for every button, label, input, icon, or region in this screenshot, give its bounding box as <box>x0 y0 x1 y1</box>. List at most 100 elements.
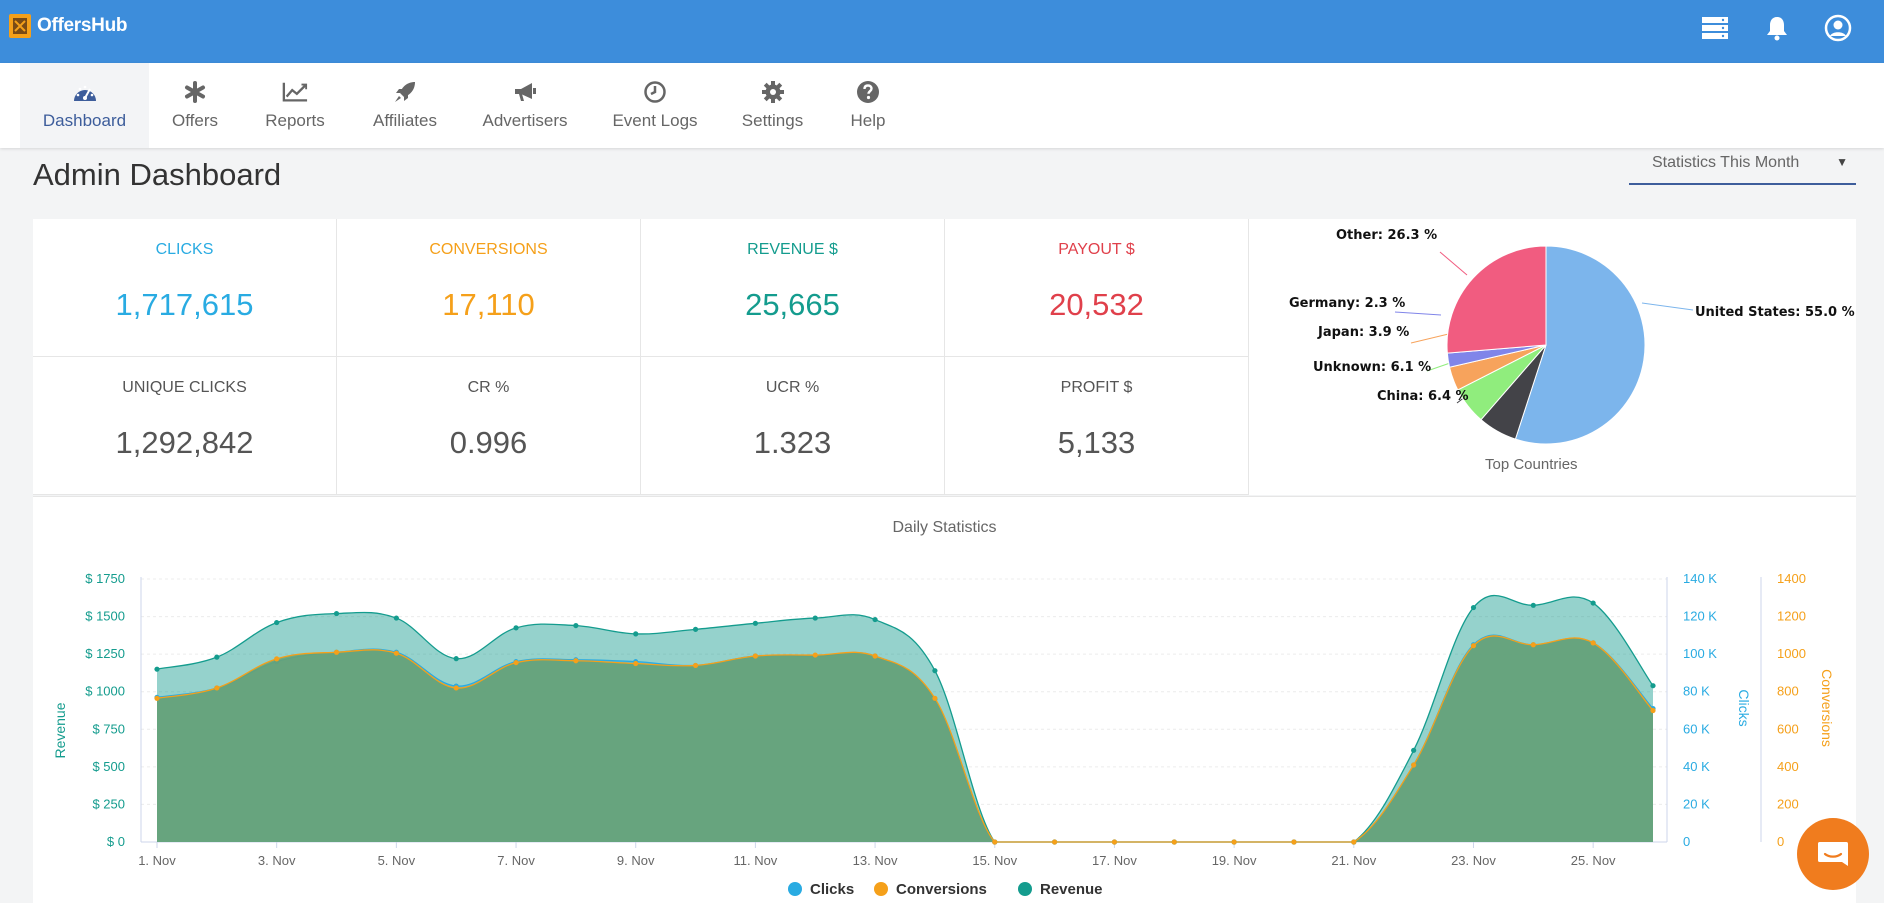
nav-dashboard[interactable]: Dashboard <box>20 63 149 148</box>
nav-event-logs[interactable]: Event Logs <box>605 63 705 148</box>
revenue-point[interactable] <box>333 610 340 617</box>
pie-slice-label: Germany: 2.3 % <box>1289 296 1406 311</box>
revenue-line <box>156 595 1654 843</box>
conversions-point[interactable] <box>1470 643 1477 649</box>
revenue-point[interactable] <box>274 619 280 626</box>
stat-value: 1.323 <box>753 425 832 460</box>
legend-item-conversions[interactable]: Conversions <box>874 881 987 898</box>
conversions-point[interactable] <box>573 658 579 664</box>
conversions-point[interactable] <box>453 685 459 691</box>
legend-item-clicks[interactable]: Clicks <box>788 881 854 898</box>
nav-advertisers[interactable]: Advertisers <box>470 63 580 148</box>
stat-card-cr: CR % 0.996 <box>337 357 641 495</box>
pie-connector <box>1439 251 1468 276</box>
stat-value: 1,292,842 <box>115 425 254 460</box>
nav-help[interactable]: Help <box>830 63 906 148</box>
legend-item-revenue[interactable]: Revenue <box>1018 881 1103 898</box>
conversions-point[interactable] <box>1650 707 1656 714</box>
conversions-point[interactable] <box>633 660 639 667</box>
conversions-point[interactable] <box>154 695 160 701</box>
conversions-tick-label: 1000 <box>1777 646 1806 661</box>
clicks-tick-label: 80 K <box>1683 684 1710 699</box>
revenue-point[interactable] <box>1411 747 1417 753</box>
conversions-point[interactable] <box>1171 839 1177 845</box>
conversions-point[interactable] <box>812 652 818 658</box>
revenue-point[interactable] <box>633 631 639 637</box>
revenue-point[interactable] <box>573 622 579 629</box>
conversions-point[interactable] <box>1530 642 1536 648</box>
revenue-tick-label: $ 1250 <box>85 646 125 661</box>
conversions-point[interactable] <box>274 656 280 662</box>
nav-affiliates[interactable]: Affiliates <box>355 63 455 148</box>
revenue-point[interactable] <box>872 616 878 623</box>
nav-label: Help <box>850 111 886 130</box>
daily-statistics-card: Daily Statistics $ 0 0 0 $ 250 20 K 200 $ 500 4… <box>33 496 1856 903</box>
revenue-point[interactable] <box>1530 602 1536 608</box>
revenue-point[interactable] <box>1470 604 1477 611</box>
pie-slice[interactable] <box>1514 245 1646 445</box>
bell-icon[interactable] <box>1762 13 1792 43</box>
stat-value: 1,717,615 <box>115 287 254 322</box>
nav-offers[interactable]: Offers <box>155 63 235 148</box>
conversions-point[interactable] <box>1411 762 1417 768</box>
revenue-tick-label: $ 1500 <box>85 609 125 624</box>
pie-title: Top Countries <box>1485 456 1578 473</box>
period-select[interactable]: Statistics This Month ▼ <box>1629 150 1856 185</box>
conversions-tick-label: 600 <box>1777 721 1799 736</box>
stat-card-clicks: CLICKS 1,717,615 <box>33 219 337 357</box>
conversions-point[interactable] <box>1590 640 1596 646</box>
conversions-point[interactable] <box>393 650 399 656</box>
brand[interactable]: OffersHub <box>8 13 128 39</box>
conversions-point[interactable] <box>1291 839 1297 845</box>
stat-label: CLICKS <box>155 241 214 258</box>
conversions-point[interactable] <box>1052 839 1058 845</box>
conversions-point[interactable] <box>513 659 519 666</box>
legend-marker <box>874 882 888 896</box>
conversions-point[interactable] <box>752 653 759 659</box>
x-tick-label: 7. Nov <box>497 853 535 868</box>
gear-icon <box>760 79 786 105</box>
server-icon[interactable] <box>1700 13 1730 43</box>
conversions-point[interactable] <box>1111 839 1118 845</box>
nav-label: Affiliates <box>373 111 437 130</box>
pie-slice[interactable] <box>1446 245 1547 354</box>
conversions-point[interactable] <box>1351 839 1357 845</box>
top-countries-chart: United States: 55.0 % China: 6.4 % Unknown… <box>1249 219 1856 495</box>
revenue-point[interactable] <box>513 625 519 631</box>
legend-label: Clicks <box>810 881 854 898</box>
revenue-tick-label: $ 250 <box>92 796 125 811</box>
x-tick-label: 5. Nov <box>378 853 416 868</box>
revenue-point[interactable] <box>812 615 818 621</box>
revenue-tick-label: $ 750 <box>92 721 125 736</box>
nav-reports[interactable]: Reports <box>250 63 340 148</box>
user-circle-icon[interactable] <box>1823 13 1853 43</box>
revenue-point[interactable] <box>453 656 459 662</box>
chat-launcher-button[interactable] <box>1797 818 1869 890</box>
asterisk-icon <box>182 79 208 105</box>
revenue-point[interactable] <box>154 666 160 672</box>
revenue-point[interactable] <box>932 668 938 674</box>
conversions-point[interactable] <box>1231 839 1237 845</box>
pie-connector <box>1641 302 1694 311</box>
revenue-point[interactable] <box>1590 600 1596 606</box>
nav-label: Dashboard <box>42 111 127 130</box>
conversions-point[interactable] <box>692 662 699 669</box>
stat-card-conversions: CONVERSIONS 17,110 <box>337 219 641 357</box>
revenue-point[interactable] <box>214 654 220 660</box>
conversions-point[interactable] <box>932 695 938 701</box>
nav-settings[interactable]: Settings <box>730 63 815 148</box>
server-icon[interactable] <box>1414 13 1444 43</box>
revenue-point[interactable] <box>1650 683 1656 689</box>
conversions-point[interactable] <box>333 649 340 655</box>
revenue-point[interactable] <box>393 615 399 621</box>
conversions-point[interactable] <box>872 653 878 659</box>
clicks-tick-label: 140 K <box>1683 571 1717 586</box>
conversions-point[interactable] <box>992 839 998 845</box>
revenue-point[interactable] <box>752 620 759 626</box>
conversions-point[interactable] <box>214 685 220 691</box>
revenue-point[interactable] <box>692 626 699 632</box>
stat-label: PAYOUT $ <box>1058 241 1135 258</box>
clicks-tick-label: 100 K <box>1683 646 1717 661</box>
stat-label: UCR % <box>765 379 820 396</box>
x-tick-label: 21. Nov <box>1331 853 1376 868</box>
